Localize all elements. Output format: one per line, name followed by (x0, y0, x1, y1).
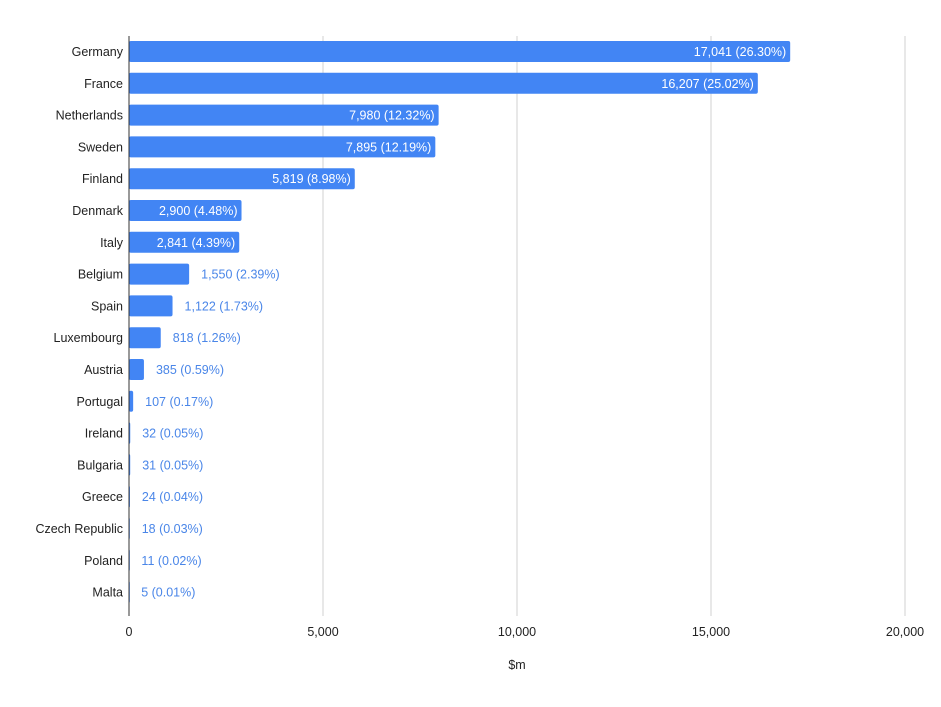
bar (129, 200, 242, 221)
bar (129, 231, 240, 253)
data-label: 2,841 (4.39%) (157, 236, 236, 250)
data-label: 1,122 (1.73%) (185, 299, 264, 313)
category-label: Germany (72, 45, 124, 59)
data-label: 7,980 (12.32%) (349, 109, 434, 123)
data-label: 7,895 (12.19%) (346, 140, 431, 154)
data-label: 5 (0.01%) (141, 586, 195, 600)
x-axis-title: $m (508, 658, 525, 672)
bar (129, 390, 134, 412)
data-label: 18 (0.03%) (142, 522, 203, 536)
category-label: Poland (84, 554, 123, 568)
data-label: 31 (0.05%) (142, 458, 203, 472)
data-label: 5,819 (8.98%) (272, 172, 351, 186)
category-label: Malta (92, 586, 123, 600)
data-labels: 17,041 (26.30%) 16,207 (25.02%) 7,980 (12.… (141, 45, 786, 600)
category-label: Greece (82, 490, 123, 504)
category-label: Finland (82, 172, 123, 186)
data-label: 1,550 (2.39%) (201, 268, 280, 282)
bar (129, 104, 439, 126)
bar (129, 72, 758, 94)
category-label: France (84, 77, 123, 91)
category-label: Ireland (85, 427, 123, 441)
data-label: 24 (0.04%) (142, 490, 203, 504)
category-label: Italy (100, 236, 124, 250)
category-label: Czech Republic (35, 522, 123, 536)
category-label: Spain (91, 299, 123, 313)
category-labels: Germany France Netherlands Sweden Finland Den… (35, 45, 123, 600)
data-label: 32 (0.05%) (142, 427, 203, 441)
x-tick-label: 15,000 (692, 625, 730, 639)
x-tick-label: 5,000 (307, 625, 338, 639)
data-label: 11 (0.02%) (141, 554, 201, 568)
category-label: Sweden (78, 140, 123, 154)
category-label: Portugal (76, 395, 123, 409)
data-label: 818 (1.26%) (173, 331, 241, 345)
x-tick-label: 10,000 (498, 625, 536, 639)
x-tick-label: 0 (126, 625, 133, 639)
bars (129, 41, 791, 603)
bar (129, 41, 791, 62)
category-label: Belgium (78, 268, 123, 282)
category-label: Luxembourg (54, 331, 124, 345)
data-label: 385 (0.59%) (156, 363, 224, 377)
data-label: 16,207 (25.02%) (661, 77, 753, 91)
bar (129, 263, 190, 285)
gridlines (322, 36, 906, 616)
category-label: Bulgaria (77, 458, 123, 472)
bar (129, 327, 161, 349)
category-label: Netherlands (56, 109, 123, 123)
category-label: Denmark (72, 204, 123, 218)
x-tick-labels: 0 5,000 10,000 15,000 20,000 (126, 625, 925, 639)
data-label: 2,900 (4.48%) (159, 204, 238, 218)
data-label: 17,041 (26.30%) (694, 45, 786, 59)
category-label: Austria (84, 363, 123, 377)
data-label: 107 (0.17%) (145, 395, 213, 409)
bar (129, 359, 144, 380)
bar (129, 295, 173, 317)
bar (129, 168, 355, 190)
bar (129, 136, 436, 158)
x-tick-label: 20,000 (886, 625, 924, 639)
